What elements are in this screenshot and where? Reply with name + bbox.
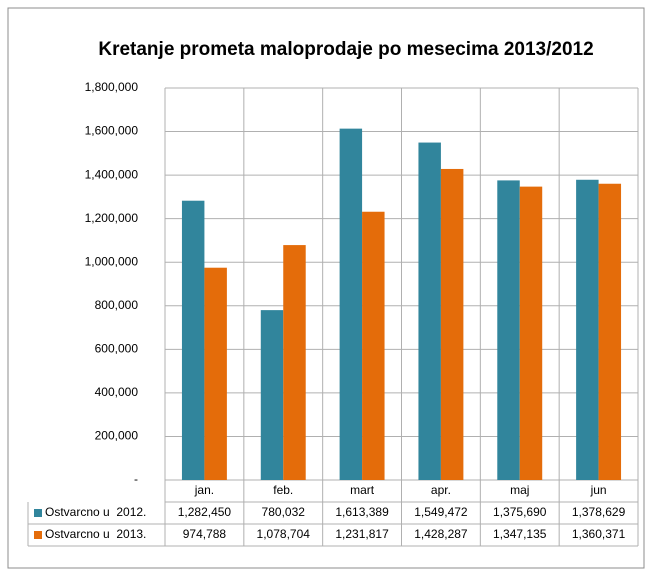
table-value: 1,613,389: [335, 505, 389, 519]
y-tick-label: 1,600,000: [85, 124, 139, 138]
bar: [283, 245, 306, 480]
y-tick-label: -: [134, 472, 138, 486]
chart-title: Kretanje prometa maloprodaje po mesecima…: [98, 39, 593, 60]
x-tick-label: mart: [350, 483, 375, 497]
table-value: 1,375,690: [493, 505, 547, 519]
bar: [519, 186, 543, 480]
y-tick-label: 1,200,000: [85, 211, 139, 225]
legend-label: Ostvarcno u 2012.: [45, 505, 146, 519]
table-value: 974,788: [183, 527, 227, 541]
y-tick-label: 200,000: [95, 429, 139, 443]
y-tick-label: 600,000: [95, 342, 139, 356]
table-value: 1,282,450: [178, 505, 232, 519]
bar: [181, 200, 205, 481]
x-tick-label: maj: [510, 483, 529, 497]
bar: [260, 310, 284, 480]
y-tick-label: 1,800,000: [85, 80, 139, 94]
bar: [418, 142, 441, 480]
x-tick-label: jan.: [194, 483, 214, 497]
legend-swatch: [34, 531, 42, 539]
x-tick-label: feb.: [273, 483, 293, 497]
bar: [440, 168, 464, 480]
x-tick-label: apr.: [431, 483, 451, 497]
table-value: 1,378,629: [572, 505, 626, 519]
table-value: 1,428,287: [414, 527, 468, 541]
bar: [576, 179, 599, 480]
y-tick-label: 400,000: [95, 385, 139, 399]
table-value: 1,360,371: [572, 527, 626, 541]
bar: [204, 267, 227, 480]
legend-swatch: [34, 509, 42, 517]
legend-label: Ostvarcno u 2013.: [45, 527, 146, 541]
y-tick-label: 800,000: [95, 298, 139, 312]
table-value: 780,032: [262, 505, 306, 519]
bar: [362, 211, 385, 481]
bar: [497, 180, 520, 481]
y-tick-label: 1,400,000: [85, 167, 139, 181]
table-value: 1,231,817: [335, 527, 389, 541]
y-tick-label: 1,000,000: [85, 254, 139, 268]
bar: [339, 128, 363, 481]
x-tick-label: jun: [590, 483, 607, 497]
bar: [598, 183, 622, 480]
table-value: 1,078,704: [257, 527, 311, 541]
table-value: 1,347,135: [493, 527, 547, 541]
table-value: 1,549,472: [414, 505, 468, 519]
